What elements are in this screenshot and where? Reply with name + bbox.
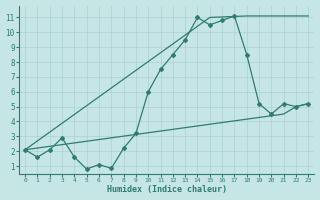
X-axis label: Humidex (Indice chaleur): Humidex (Indice chaleur) — [107, 185, 227, 194]
